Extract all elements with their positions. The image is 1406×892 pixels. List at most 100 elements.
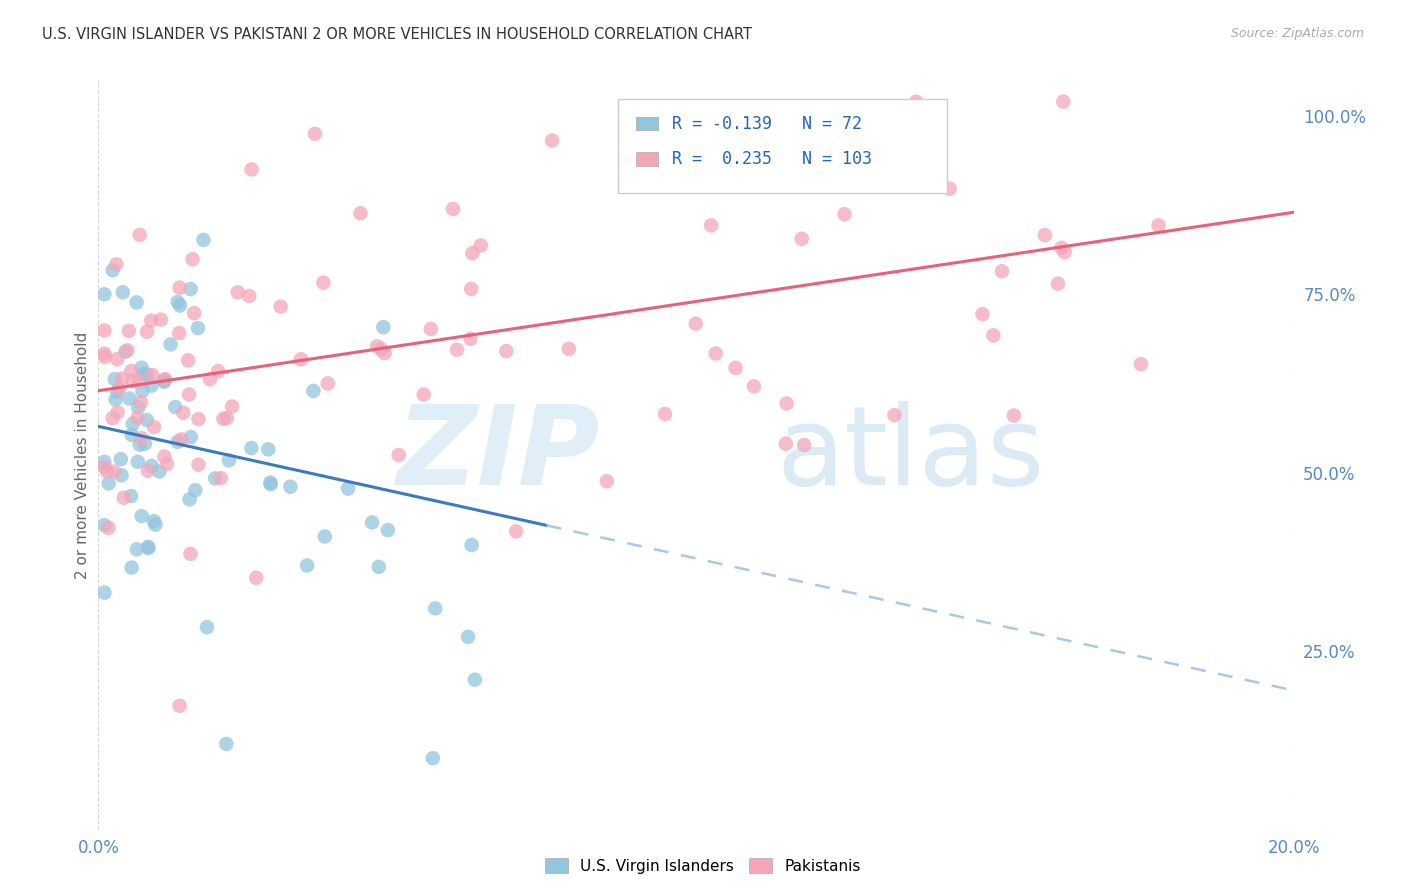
Point [793, 438, 815, 452]
Text: ZIP: ZIP [396, 401, 600, 508]
Point [377, 523, 399, 537]
Point [495, 344, 517, 359]
Point [505, 524, 527, 539]
Point [111, 371, 134, 385]
Point [457, 630, 479, 644]
Point [198, 372, 221, 386]
Point [141, 378, 163, 392]
Point [114, 344, 136, 359]
Point [790, 232, 813, 246]
Point [425, 601, 447, 615]
Point [280, 480, 302, 494]
Point [93, 518, 115, 533]
Point [446, 343, 468, 357]
Point [94, 350, 117, 364]
Point [118, 392, 141, 406]
Point [134, 436, 156, 450]
Point [118, 324, 141, 338]
Point [654, 407, 676, 421]
Point [370, 343, 392, 357]
Bar [637, 153, 658, 166]
Point [302, 384, 325, 398]
Point [166, 434, 188, 449]
Point [1033, 228, 1056, 243]
Point [460, 282, 482, 296]
Point [104, 392, 127, 407]
Point [108, 382, 131, 396]
Point [461, 246, 484, 260]
Point [93, 347, 115, 361]
Point [441, 202, 464, 216]
Point [129, 395, 152, 409]
Point [153, 375, 176, 389]
Point [209, 471, 232, 485]
Point [337, 482, 360, 496]
Point [125, 542, 148, 557]
Point [218, 453, 240, 467]
Point [596, 474, 619, 488]
Point [883, 408, 905, 422]
Point [131, 384, 153, 398]
Y-axis label: 2 or more Vehicles in Household: 2 or more Vehicles in Household [75, 331, 90, 579]
Point [259, 475, 281, 490]
Point [184, 483, 207, 498]
Point [316, 376, 339, 391]
Point [374, 346, 396, 360]
Point [165, 400, 187, 414]
Point [685, 317, 707, 331]
Point [121, 374, 143, 388]
Point [153, 373, 176, 387]
Point [187, 321, 209, 335]
Point [127, 410, 149, 425]
Point [1053, 245, 1076, 260]
Point [127, 455, 149, 469]
Point [135, 413, 157, 427]
Point [373, 320, 395, 334]
Point [136, 541, 159, 555]
Point [170, 433, 193, 447]
Point [120, 489, 142, 503]
Point [195, 620, 218, 634]
Point [700, 219, 723, 233]
Point [156, 457, 179, 471]
Point [145, 517, 167, 532]
Point [367, 559, 389, 574]
Point [93, 287, 115, 301]
Point [127, 401, 149, 415]
Point [149, 312, 172, 326]
Point [105, 257, 128, 271]
Point [361, 516, 384, 530]
Point [120, 364, 142, 378]
Point [103, 465, 125, 479]
Point [181, 252, 204, 267]
Point [142, 514, 165, 528]
Point [304, 127, 326, 141]
Point [105, 384, 128, 399]
Point [312, 276, 335, 290]
Point [143, 420, 166, 434]
Point [1130, 357, 1153, 371]
Point [212, 411, 235, 425]
Text: U.S. VIRGIN ISLANDER VS PAKISTANI 2 OR MORE VEHICLES IN HOUSEHOLD CORRELATION CH: U.S. VIRGIN ISLANDER VS PAKISTANI 2 OR M… [42, 27, 752, 42]
Point [131, 360, 153, 375]
Point [187, 412, 209, 426]
Point [314, 529, 336, 543]
Point [121, 417, 143, 431]
Point [260, 477, 283, 491]
Point [141, 368, 163, 382]
Point [257, 442, 280, 457]
Point [179, 492, 201, 507]
Text: R = -0.139   N = 72: R = -0.139 N = 72 [672, 115, 862, 133]
Point [169, 698, 191, 713]
Point [153, 372, 176, 386]
Point [93, 585, 115, 599]
Point [775, 436, 797, 450]
Point [1050, 241, 1073, 255]
Point [153, 450, 176, 464]
Point [132, 368, 155, 382]
Legend: U.S. Virgin Islanders, Pakistanis: U.S. Virgin Islanders, Pakistanis [538, 852, 868, 880]
Point [742, 379, 765, 393]
Point [128, 438, 150, 452]
Point [724, 360, 747, 375]
FancyBboxPatch shape [619, 99, 948, 193]
